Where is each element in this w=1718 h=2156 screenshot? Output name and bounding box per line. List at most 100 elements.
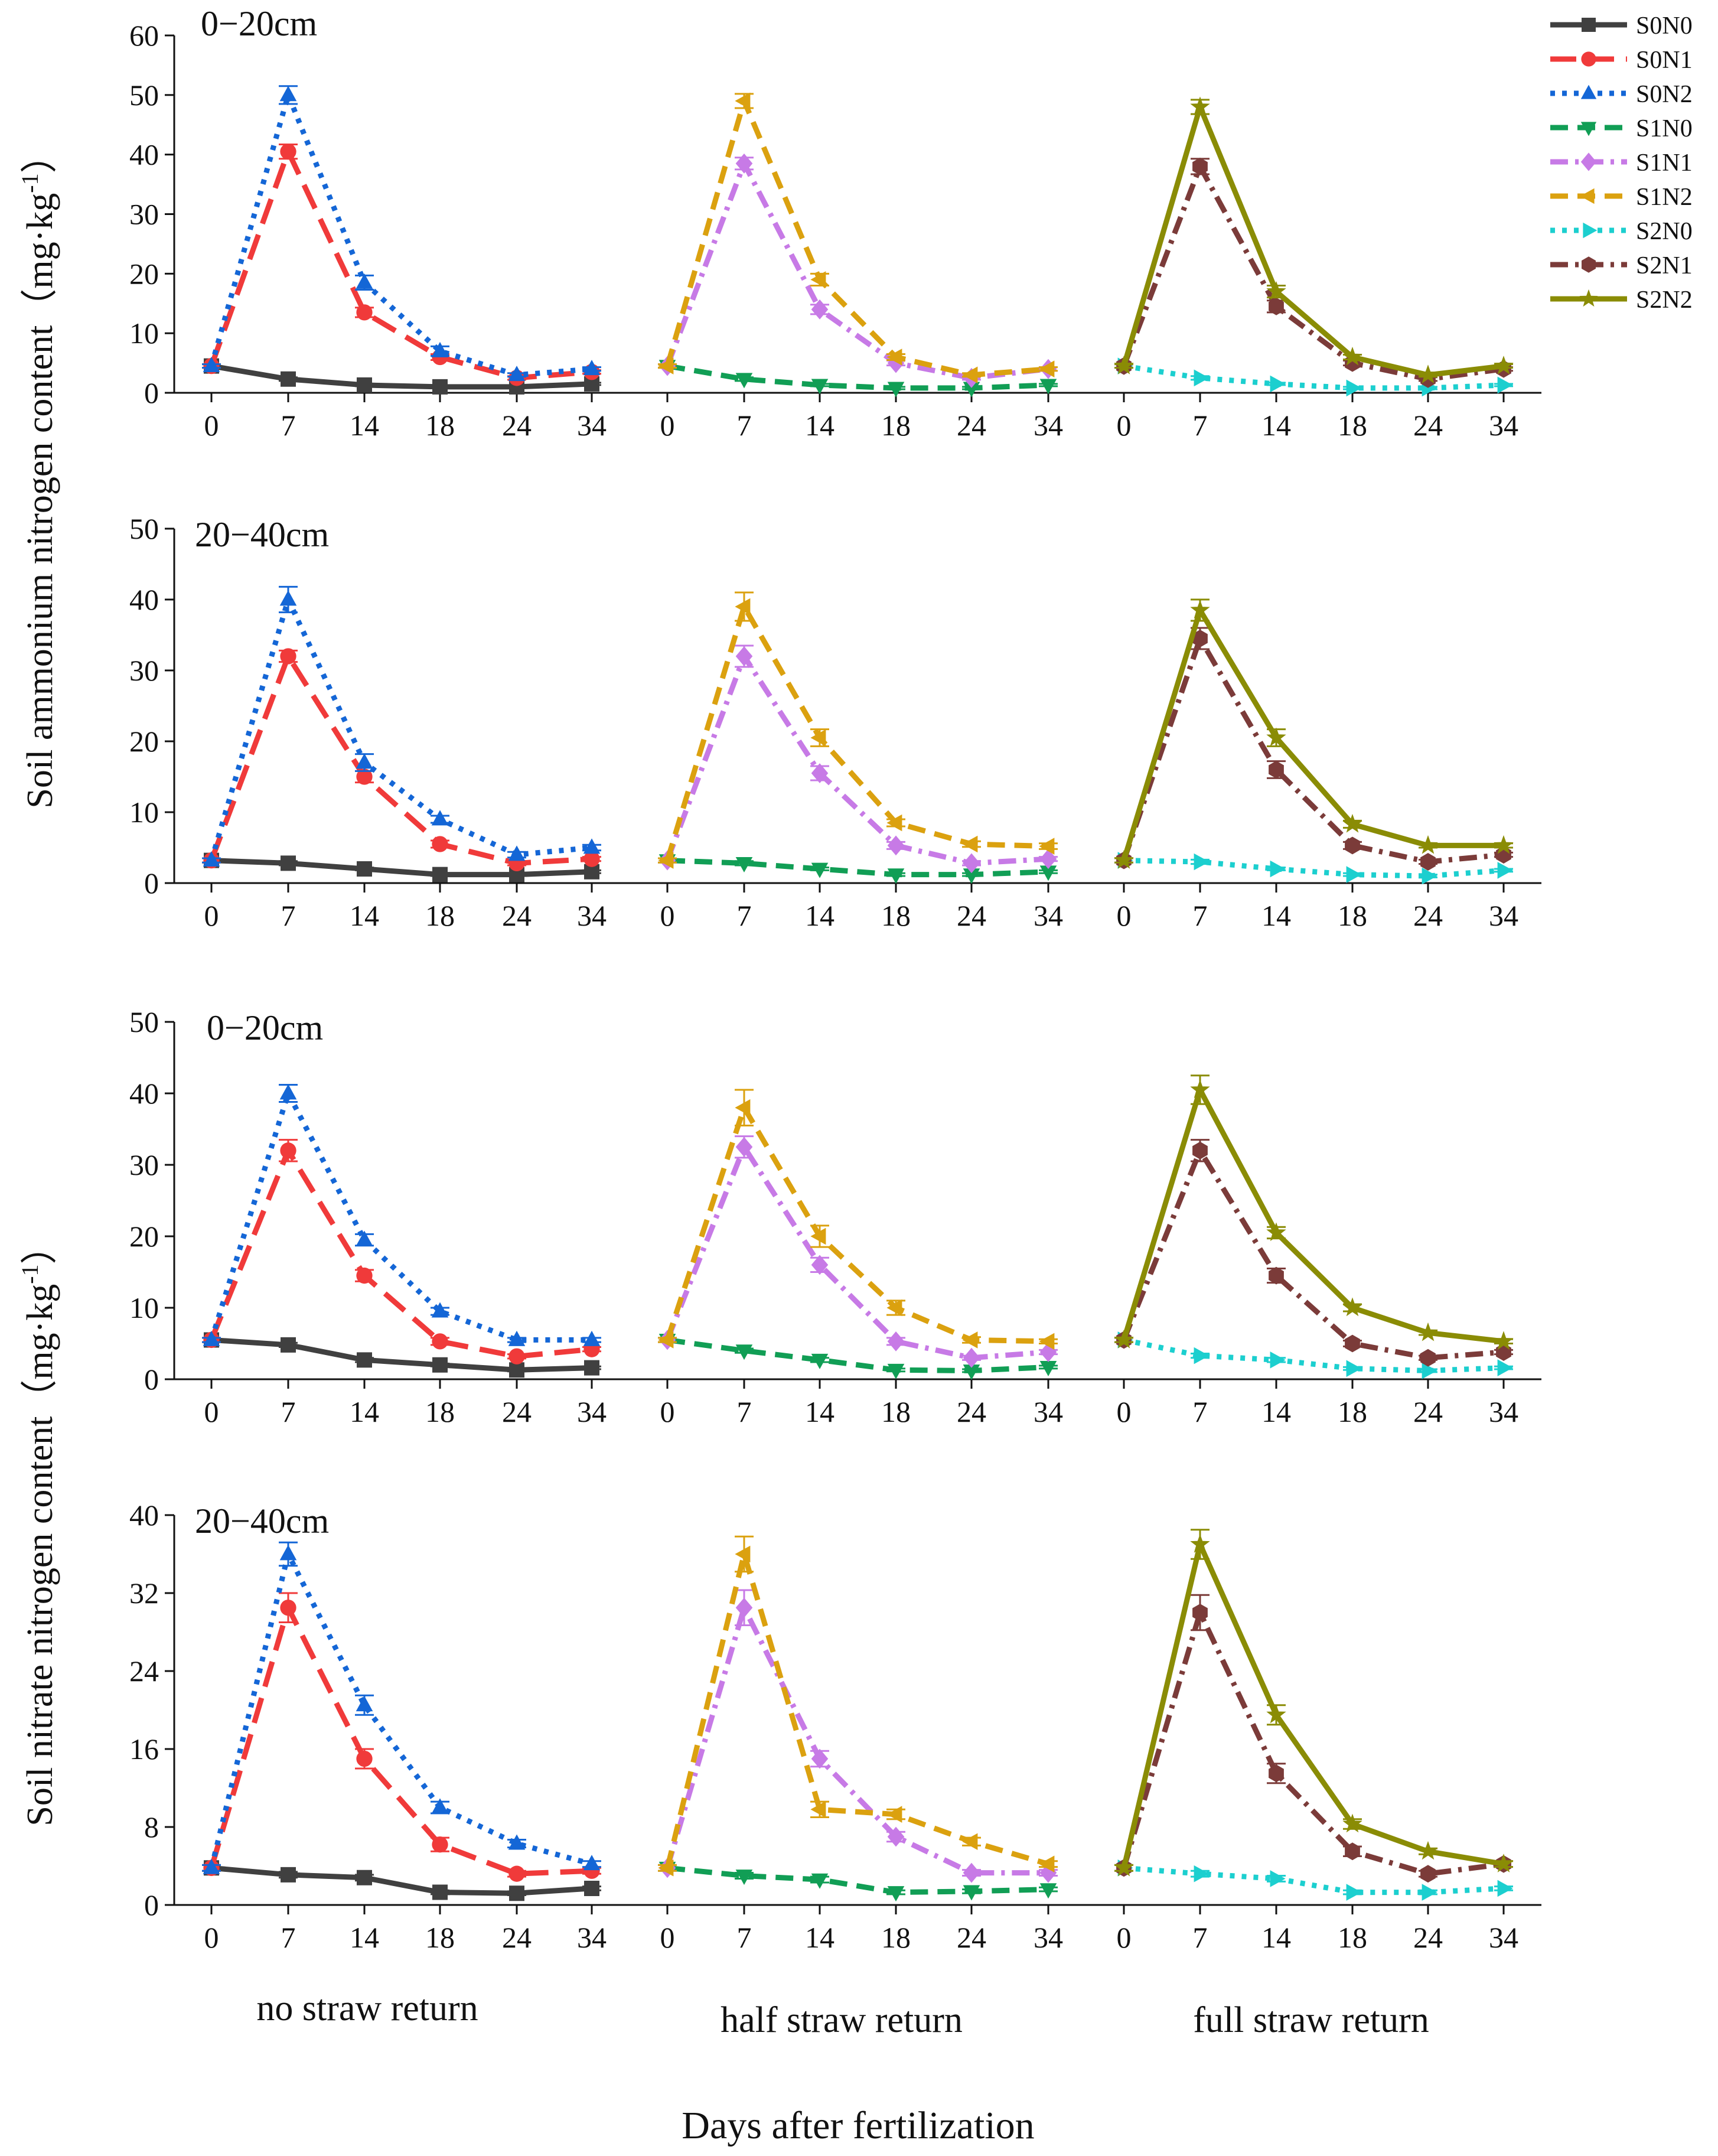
series-S1N1 xyxy=(658,644,1058,874)
data-point xyxy=(203,357,220,373)
data-point xyxy=(583,1330,601,1346)
data-point xyxy=(887,835,905,856)
legend-label: S0N1 xyxy=(1636,47,1693,74)
data-point xyxy=(583,838,601,854)
series-line xyxy=(1121,164,1504,382)
data-point xyxy=(811,1255,829,1275)
legend: S0N0 S0N1 S0N2 S1N0 S1N1 S1N2 S2N0 S2N1 S2N2 xyxy=(1550,12,1693,314)
series-line xyxy=(664,653,1049,866)
data-point xyxy=(1190,600,1210,619)
x-tick-label: 24 xyxy=(1413,1395,1443,1428)
y-tick-label: 40 xyxy=(129,583,159,616)
legend-label: S0N0 xyxy=(1636,12,1693,40)
y-tick-label: 40 xyxy=(129,138,159,171)
legend-marker xyxy=(1580,84,1597,99)
x-tick-label: 7 xyxy=(1193,1395,1208,1428)
panel-1: 0 10 20 30 40 50 60 0 7 14 18 24 34 0 7 14 18 24 34 0 7 14 18 2… xyxy=(129,4,1541,442)
x-tick-label: 14 xyxy=(805,899,834,932)
data-point xyxy=(735,153,753,174)
legend-item-s1n1: S1N1 xyxy=(1550,149,1693,177)
x-tick-label: 18 xyxy=(1338,1921,1367,1954)
data-point xyxy=(1194,1347,1210,1364)
series-line xyxy=(664,161,1049,381)
series-S2N1 xyxy=(1114,627,1513,871)
x-axis-label: Days after fertilization xyxy=(682,2104,1034,2147)
data-point xyxy=(735,1344,753,1360)
legend-marker xyxy=(1579,289,1598,307)
data-point xyxy=(584,376,599,392)
series-S2N0 xyxy=(1114,1331,1513,1379)
data-point xyxy=(1422,867,1437,885)
x-tick-label: 14 xyxy=(805,1395,834,1428)
data-point xyxy=(508,1834,526,1850)
y-axis-label-nitrate: Soil nitrate nitrogen content（mg·kg-1） xyxy=(17,1227,60,1826)
x-tick-label: 0 xyxy=(204,899,219,932)
x-tick-label: 14 xyxy=(350,1921,379,1954)
panels-layer: 0 10 20 30 40 50 60 0 7 14 18 24 34 0 7 14 18 24 34 0 7 14 18 2… xyxy=(129,4,1541,1954)
data-point xyxy=(583,851,600,867)
data-point xyxy=(1342,1297,1362,1317)
x-tick-label: 24 xyxy=(1413,409,1443,442)
x-tick-label: 34 xyxy=(1034,409,1063,442)
data-point xyxy=(963,1885,980,1901)
x-tick-label: 34 xyxy=(1489,1921,1518,1954)
data-point xyxy=(1497,376,1513,394)
series-S1N2 xyxy=(658,92,1058,384)
series-S1N2 xyxy=(658,1535,1058,1877)
x-tick-label: 34 xyxy=(577,409,607,442)
data-point xyxy=(1114,356,1134,374)
data-point xyxy=(1342,1813,1362,1833)
legend-label: S1N0 xyxy=(1636,115,1693,142)
x-tick-label: 34 xyxy=(1034,1921,1063,1954)
series-line xyxy=(667,858,1049,878)
series-line xyxy=(664,1144,1049,1361)
data-point xyxy=(658,852,674,869)
x-tick-label: 18 xyxy=(881,1921,911,1954)
panel-2: 0 10 20 30 40 50 0 7 14 18 24 34 0 7 14 18 24 34 0 7 14 18 24 3… xyxy=(129,512,1541,932)
x-tick-label: 0 xyxy=(660,409,675,442)
data-point xyxy=(810,271,826,288)
series-line xyxy=(664,604,1049,861)
x-tick-label: 14 xyxy=(1261,1395,1291,1428)
series-line xyxy=(208,597,592,861)
data-point xyxy=(1039,1883,1057,1899)
x-tick-label: 14 xyxy=(1261,1921,1291,1954)
data-point xyxy=(1114,1857,1134,1877)
series-line xyxy=(1123,363,1504,391)
x-tick-label: 34 xyxy=(1489,409,1518,442)
series-S1N0 xyxy=(658,854,1058,884)
data-point xyxy=(735,598,751,615)
data-point xyxy=(281,1337,296,1353)
data-point xyxy=(1039,360,1055,377)
data-point xyxy=(1266,727,1286,747)
x-tick-label: 7 xyxy=(737,1921,752,1954)
data-point xyxy=(1114,1329,1134,1349)
data-point xyxy=(811,299,829,320)
legend-item-s0n2: S0N2 xyxy=(1550,81,1693,108)
x-tick-label: 0 xyxy=(660,1921,675,1954)
legend-marker xyxy=(1581,51,1596,67)
data-point xyxy=(886,1806,902,1823)
data-point xyxy=(1039,1333,1055,1350)
series-line xyxy=(1121,1542,1504,1869)
x-tick-label: 34 xyxy=(1489,1395,1518,1428)
series-S0N0 xyxy=(202,1332,601,1378)
x-tick-label: 14 xyxy=(805,409,834,442)
x-tick-label: 18 xyxy=(881,1395,911,1428)
data-point xyxy=(887,868,905,884)
data-point xyxy=(735,646,753,666)
data-point xyxy=(432,836,448,852)
y-tick-label: 0 xyxy=(144,1363,159,1396)
legend-marker xyxy=(1580,122,1597,136)
x-tick-label: 7 xyxy=(281,409,296,442)
legend-label: S2N2 xyxy=(1636,286,1693,314)
x-tick-label: 34 xyxy=(577,1395,607,1428)
data-point xyxy=(281,855,296,871)
x-tick-label: 24 xyxy=(502,409,532,442)
x-tick-label: 0 xyxy=(1117,1921,1132,1954)
series-line xyxy=(664,1551,1049,1869)
x-tick-label: 18 xyxy=(1338,1395,1367,1428)
data-point xyxy=(1039,1855,1055,1872)
data-point xyxy=(1190,1533,1210,1553)
y-tick-label: 10 xyxy=(129,317,159,350)
